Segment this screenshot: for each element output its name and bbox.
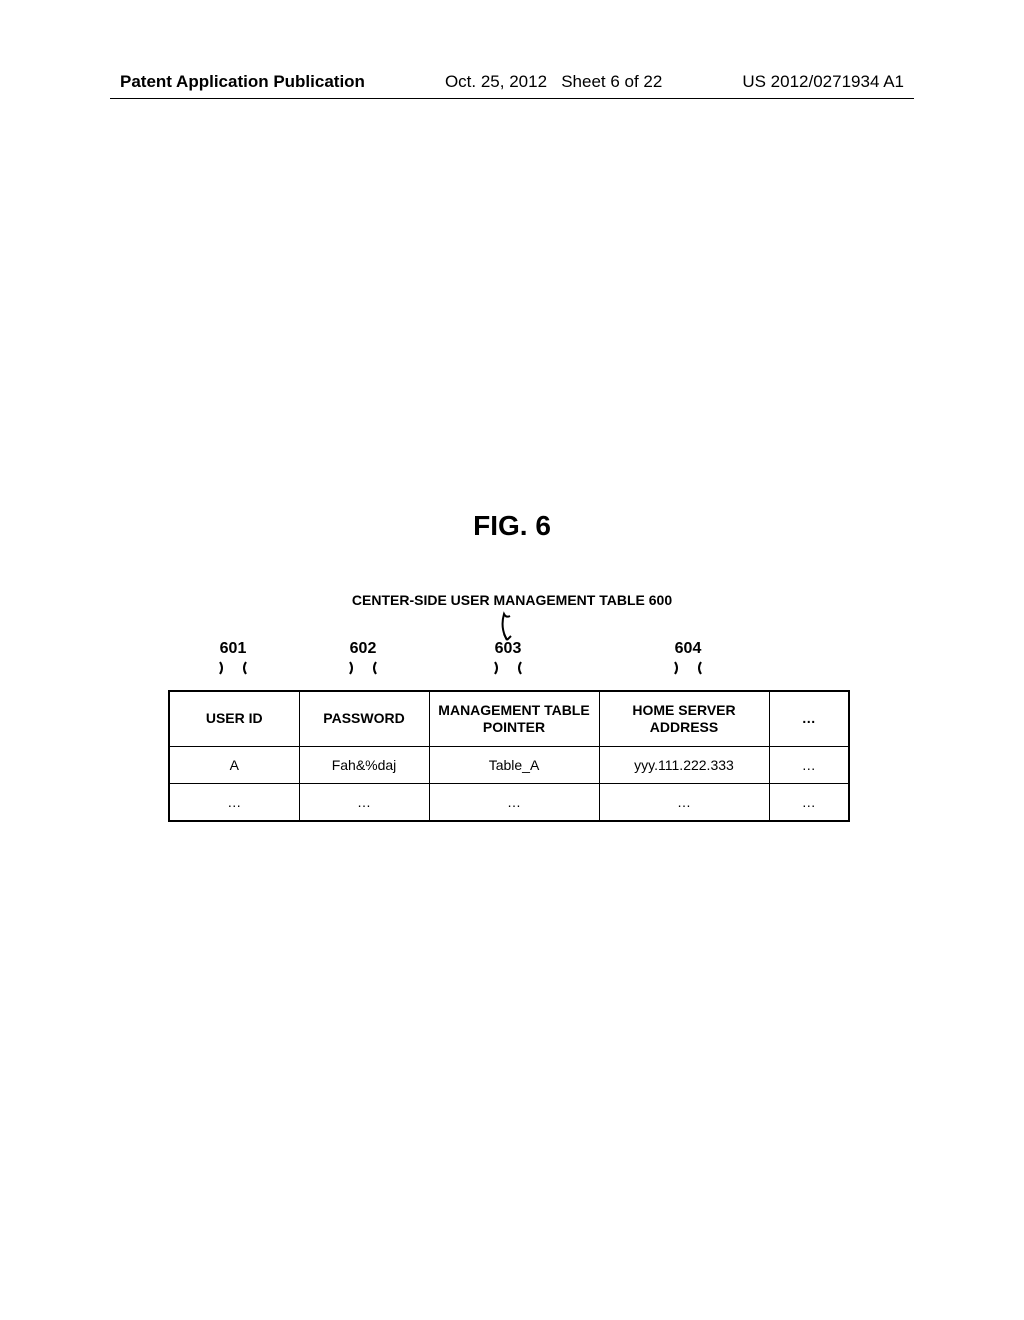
ref-label: 604 — [675, 640, 702, 657]
cell-home: yyy.111.222.333 — [599, 746, 769, 783]
header-home-server: HOME SERVER ADDRESS — [599, 691, 769, 746]
figure-label: FIG. 6 — [0, 510, 1024, 542]
header-mgmt-pointer: MANAGEMENT TABLE POINTER — [429, 691, 599, 746]
sheet-date: Oct. 25, 2012 Sheet 6 of 22 — [445, 72, 662, 92]
table-title: CENTER-SIDE USER MANAGEMENT TABLE 600 — [0, 592, 1024, 608]
table-row: … … … … … — [169, 783, 849, 821]
table-row: A Fah&%daj Table_A yyy.111.222.333 … — [169, 746, 849, 783]
cell-mgmt: Table_A — [429, 746, 599, 783]
cell-userid: … — [169, 783, 299, 821]
publication-label: Patent Application Publication — [120, 72, 365, 92]
ref-label: 601 — [220, 640, 247, 657]
table-header-row: USER ID PASSWORD MANAGEMENT TABLE POINTE… — [169, 691, 849, 746]
cell-extra: … — [769, 783, 849, 821]
ref-label: 603 — [495, 640, 522, 657]
col-ref-604: 604 — [608, 640, 768, 676]
table-pointer-arrow — [492, 608, 522, 643]
cell-mgmt: … — [429, 783, 599, 821]
publication-number: US 2012/0271934 A1 — [742, 72, 904, 92]
cell-password: … — [299, 783, 429, 821]
header-extra: … — [769, 691, 849, 746]
cell-extra: … — [769, 746, 849, 783]
header-password: PASSWORD — [299, 691, 429, 746]
cell-home: … — [599, 783, 769, 821]
col-ref-602: 602 — [298, 640, 428, 676]
bracket-icon — [298, 660, 428, 676]
user-management-table: USER ID PASSWORD MANAGEMENT TABLE POINTE… — [168, 690, 850, 822]
ref-label: 602 — [350, 640, 377, 657]
bracket-icon — [428, 660, 588, 676]
header-rule — [110, 98, 914, 99]
cell-password: Fah&%daj — [299, 746, 429, 783]
bracket-icon — [168, 660, 298, 676]
pub-date: Oct. 25, 2012 — [445, 72, 547, 91]
cell-userid: A — [169, 746, 299, 783]
header-userid: USER ID — [169, 691, 299, 746]
col-ref-601: 601 — [168, 640, 298, 676]
bracket-icon — [608, 660, 768, 676]
sheet-number: Sheet 6 of 22 — [561, 72, 662, 91]
col-ref-603: 603 — [428, 640, 588, 676]
column-references: 601 602 603 604 — [168, 640, 768, 676]
